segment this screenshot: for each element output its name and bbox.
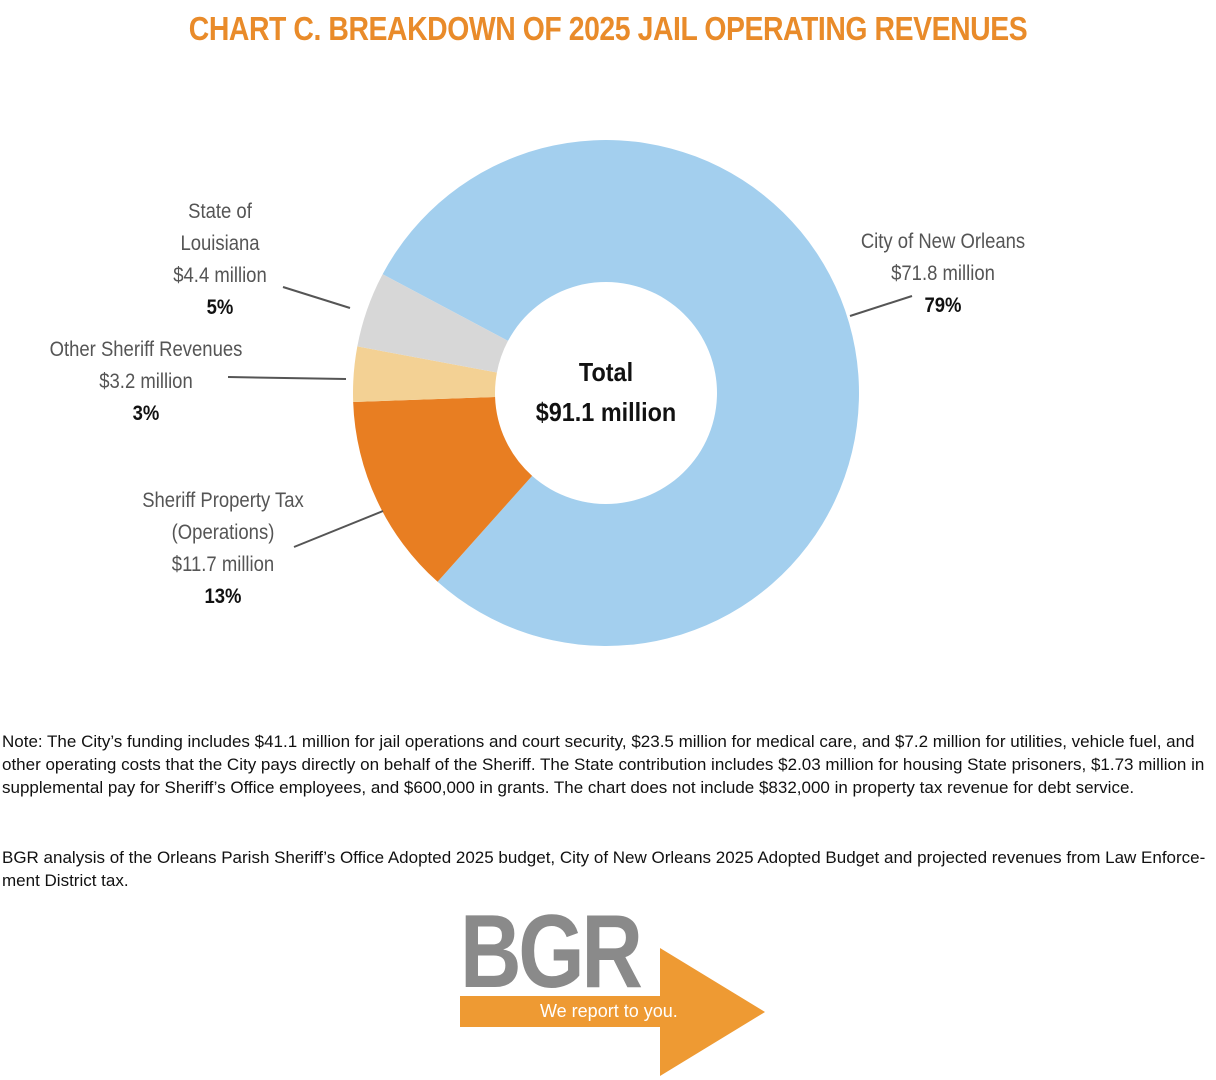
chart-source: BGR analysis of the Orleans Parish Sheri… [2, 848, 1206, 890]
slice-label-city-name: City of New Orleans [860, 230, 1026, 253]
slice-label-other-amount: $3.2 million [99, 370, 193, 393]
leader-line-city [849, 295, 913, 317]
donut-slice-sheriff-property-tax-operations [353, 396, 533, 582]
slice-label-tax: Sheriff Property Tax (Operations) $11.7 … [122, 485, 324, 613]
slice-label-other-name: Other Sheriff Revenues [49, 338, 243, 361]
slice-label-state-name-2: Louisiana [180, 232, 260, 255]
donut-slices [353, 140, 859, 647]
logo-letters: BGR [460, 894, 643, 1010]
leader-line-other [227, 376, 347, 380]
slice-label-state: State of Louisiana $4.4 million 5% [132, 196, 308, 324]
slice-label-tax-name-2: (Operations) [171, 521, 275, 544]
logo-arrow-shape [460, 948, 765, 1076]
slice-label-state-percent: 5% [206, 296, 234, 319]
donut-center-total: Total $91.1 million [516, 352, 696, 432]
donut-slice-city-of-new-orleans [382, 140, 859, 647]
slice-label-tax-percent: 13% [204, 585, 242, 608]
donut-chart [227, 140, 913, 647]
logo-arrow [460, 948, 765, 1076]
leader-line-state [282, 286, 351, 309]
slice-label-other-percent: 3% [132, 402, 160, 425]
slice-label-state-amount: $4.4 million [173, 264, 267, 287]
slice-label-tax-name-1: Sheriff Property Tax [142, 489, 304, 512]
slice-label-other: Other Sheriff Revenues $3.2 million 3% [32, 334, 261, 430]
donut-slice-state-of-louisiana [357, 274, 508, 373]
donut-slice-other-sheriff-revenues [353, 346, 497, 402]
slice-label-city-amount: $71.8 million [891, 262, 995, 285]
chart-title: CHART C. BREAKDOWN OF 2025 JAIL OPERATIN… [188, 10, 1028, 47]
slice-label-state-name-1: State of [188, 200, 252, 223]
logo-tagline: We report to you. [540, 1001, 678, 1021]
chart-note: Note: The City’s funding includes $41.1 … [2, 732, 1205, 797]
center-total-label: Total [578, 357, 634, 387]
leader-line-tax [293, 510, 384, 548]
slice-label-city: City of New Orleans $71.8 million 79% [842, 226, 1044, 322]
center-total-value: $91.1 million [535, 397, 677, 427]
slice-label-tax-amount: $11.7 million [171, 553, 275, 576]
bgr-logo: BGR We report to you. [460, 900, 770, 1078]
leader-lines [227, 286, 913, 548]
slice-label-city-percent: 79% [924, 294, 962, 317]
